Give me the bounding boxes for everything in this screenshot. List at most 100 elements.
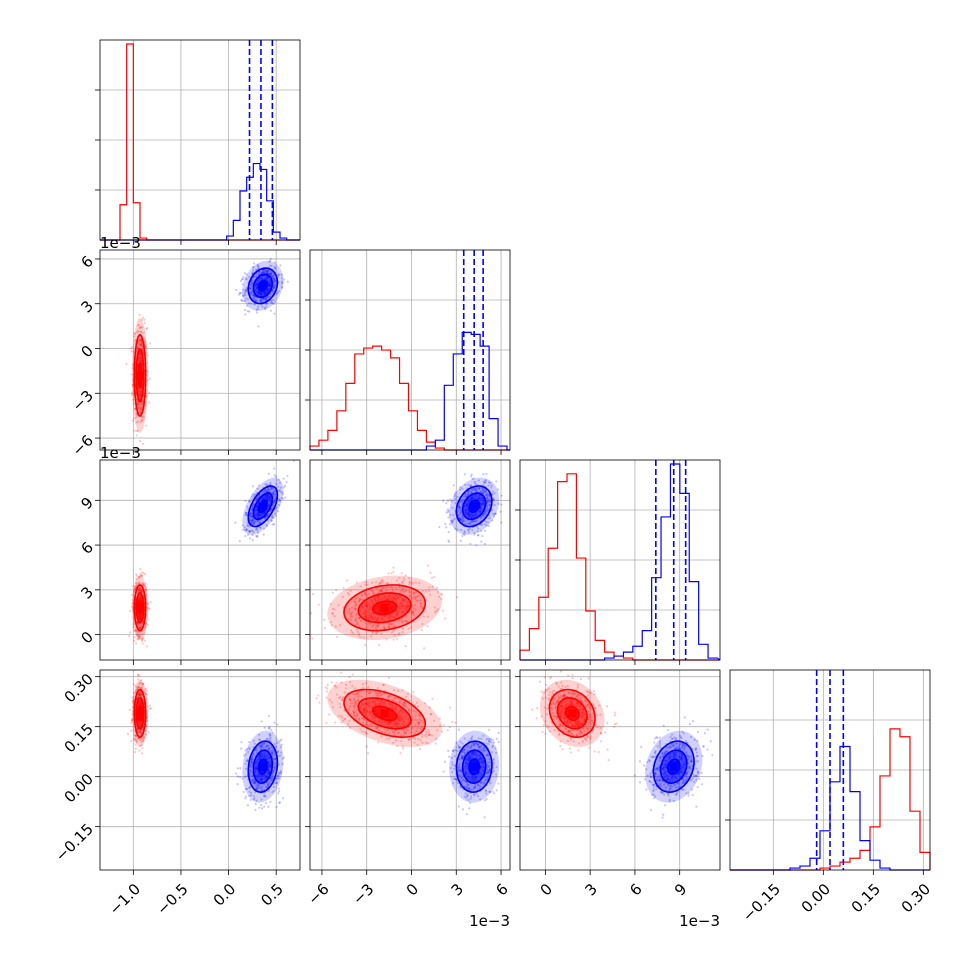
- sample-point: [463, 509, 467, 512]
- sample-point: [276, 274, 279, 277]
- sample-point: [255, 282, 258, 285]
- sample-point: [267, 276, 270, 279]
- sample-point: [245, 304, 249, 307]
- sample-point: [265, 296, 268, 299]
- sample-point: [272, 789, 275, 793]
- sample-point: [138, 626, 142, 629]
- sample-point: [257, 516, 260, 519]
- sample-point: [145, 623, 148, 626]
- sample-point: [147, 606, 150, 610]
- sample-point: [277, 275, 280, 278]
- sample-point: [264, 270, 267, 274]
- sample-point: [250, 515, 253, 518]
- sample-point: [481, 496, 484, 499]
- sample-point: [135, 331, 139, 334]
- sample-point: [139, 394, 142, 397]
- sample-point: [482, 491, 485, 495]
- sample-point: [255, 311, 259, 314]
- sample-point: [457, 514, 460, 517]
- sample-point: [389, 615, 392, 618]
- sample-point: [144, 346, 148, 349]
- sample-point: [138, 694, 141, 697]
- sample-point: [240, 291, 244, 294]
- sample-point: [142, 583, 145, 587]
- sample-point: [249, 511, 252, 515]
- sample-point: [136, 582, 139, 585]
- sample-point: [139, 586, 142, 589]
- sample-point: [397, 633, 400, 636]
- sample-point: [365, 604, 368, 607]
- sample-point: [137, 587, 140, 591]
- sample-point: [469, 484, 472, 487]
- sample-point: [244, 499, 247, 503]
- sample-point: [469, 542, 472, 545]
- sample-point: [284, 496, 287, 499]
- sample-point: [267, 496, 271, 499]
- sample-point: [139, 699, 142, 703]
- sample-point: [143, 318, 146, 321]
- sample-point: [348, 609, 351, 612]
- sample-point: [267, 272, 270, 275]
- sample-point: [138, 342, 141, 345]
- sample-point: [269, 272, 272, 275]
- sample-point: [486, 500, 489, 503]
- sample-point: [400, 607, 403, 610]
- sample-point: [268, 285, 272, 288]
- sample-point: [136, 420, 139, 423]
- sample-point: [149, 707, 152, 710]
- sample-point: [355, 602, 358, 605]
- sample-point: [271, 298, 274, 302]
- sample-point: [470, 498, 473, 501]
- sample-point: [460, 511, 463, 514]
- sample-point: [272, 279, 276, 282]
- sample-point: [262, 805, 266, 808]
- sample-point: [357, 617, 360, 620]
- panel-frame: [99, 249, 301, 451]
- sample-point: [234, 772, 238, 775]
- sample-point: [467, 513, 470, 516]
- sample-point: [139, 575, 142, 578]
- sample-point: [364, 614, 367, 617]
- sample-point: [145, 645, 149, 648]
- sample-point: [404, 598, 408, 601]
- sample-point: [271, 276, 274, 279]
- sample-point: [268, 499, 271, 503]
- sample-point: [261, 270, 264, 274]
- sample-point: [138, 388, 141, 391]
- sample-point: [474, 513, 477, 516]
- sample-point: [139, 624, 143, 627]
- sample-point: [250, 281, 253, 284]
- sample-point: [128, 708, 131, 711]
- sample-point: [139, 408, 142, 411]
- sample-point: [453, 494, 456, 498]
- sample-point: [271, 487, 274, 490]
- sample-point: [132, 683, 136, 686]
- sample-point: [461, 519, 464, 522]
- sample-point: [138, 618, 142, 621]
- sample-point: [269, 736, 272, 739]
- sample-point: [487, 484, 490, 487]
- sample-point: [259, 513, 262, 517]
- sample-point: [137, 324, 140, 327]
- sample-point: [271, 275, 274, 278]
- sample-point: [358, 617, 362, 620]
- sample-point: [131, 419, 135, 422]
- sample-point: [484, 490, 487, 493]
- sample-point: [458, 507, 462, 510]
- sample-point: [268, 757, 271, 760]
- panel-frame: [99, 459, 301, 661]
- sample-point: [470, 520, 473, 524]
- sample-point: [500, 494, 503, 497]
- sample-point: [130, 347, 133, 350]
- sample-point: [132, 402, 135, 405]
- sample-point: [142, 418, 145, 421]
- sample-point: [413, 603, 416, 607]
- sample-point: [271, 523, 274, 526]
- sample-point: [146, 623, 149, 626]
- sample-point: [273, 721, 276, 724]
- sample-point: [268, 285, 271, 288]
- sample-point: [480, 523, 483, 527]
- sample-point: [467, 499, 470, 502]
- sample-point: [469, 513, 472, 516]
- sample-point: [259, 526, 262, 530]
